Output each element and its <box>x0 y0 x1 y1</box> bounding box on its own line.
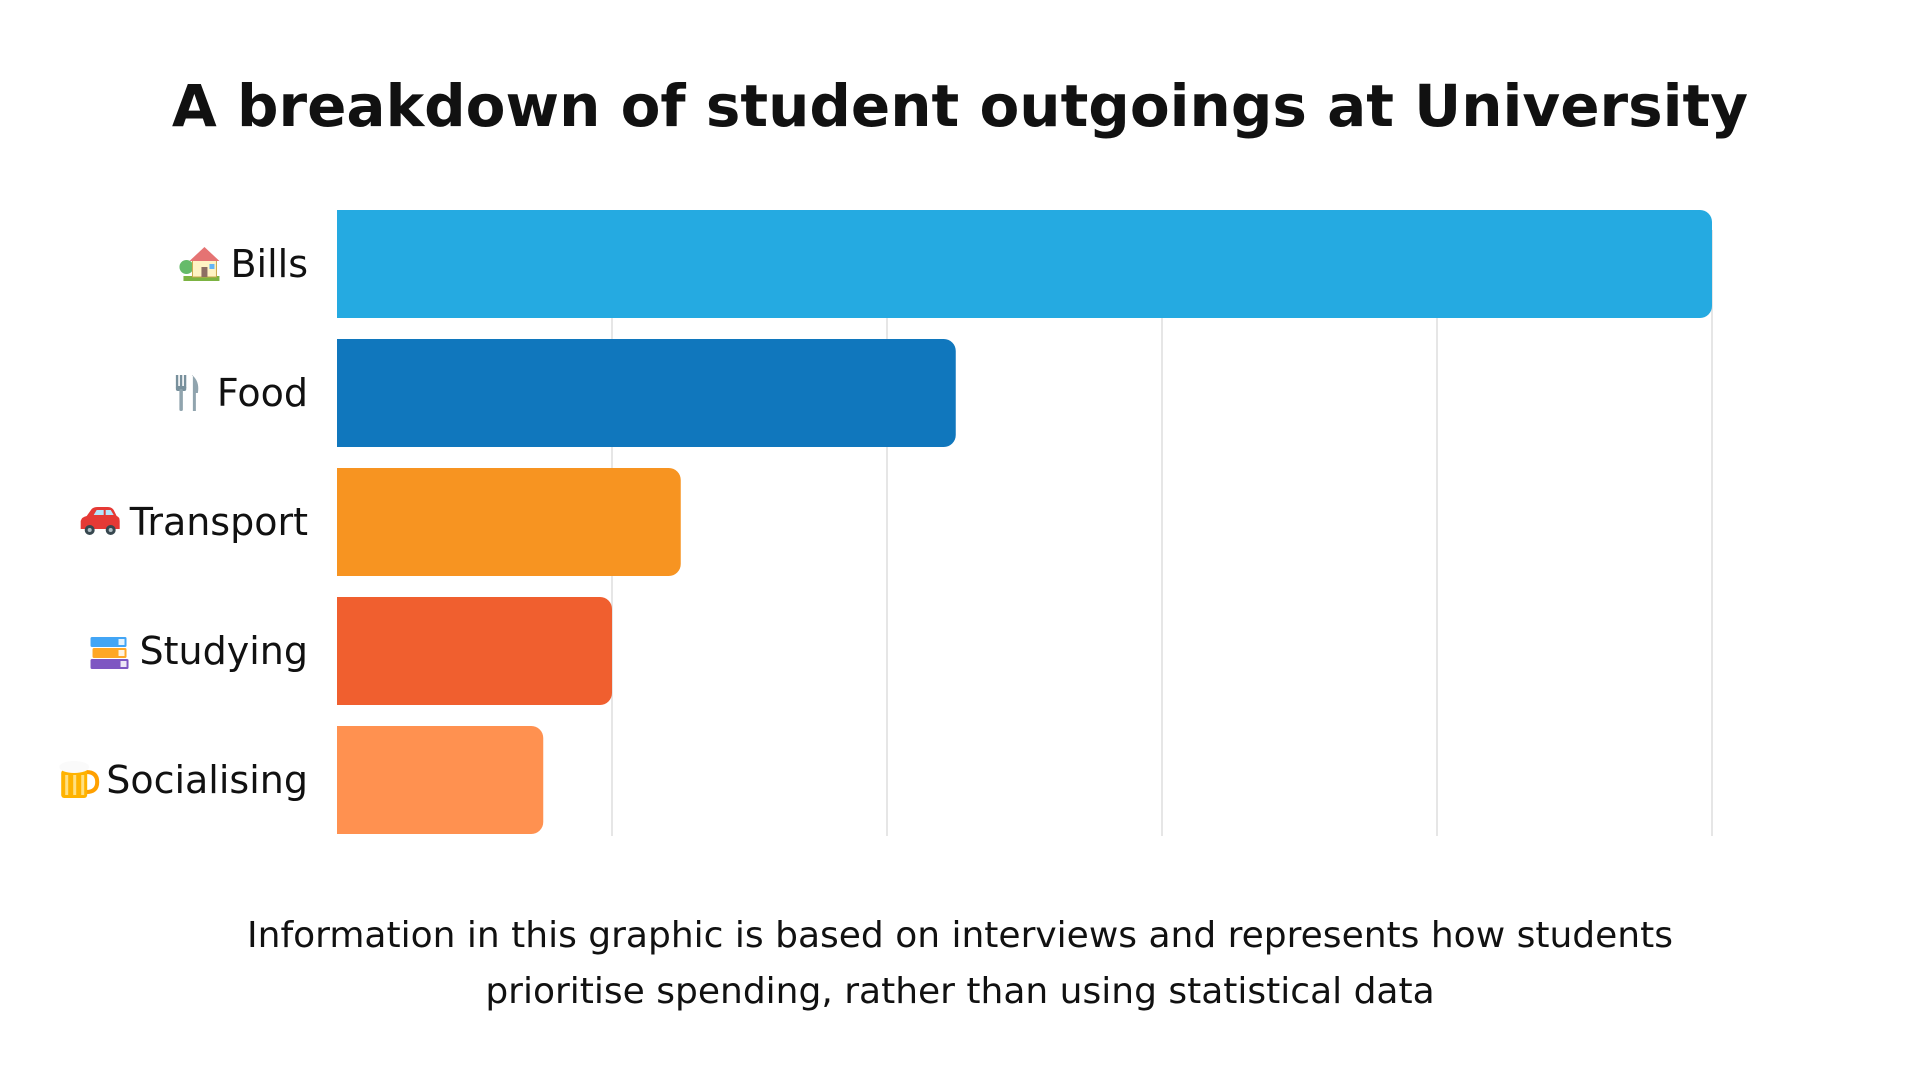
car-icon <box>80 507 120 535</box>
bar-socialising <box>337 726 544 834</box>
category-label-transport: Transport <box>80 500 308 544</box>
category-label-text: Food <box>217 371 308 415</box>
category-labels: Bills Food Transport Studying Socialising <box>59 242 308 802</box>
category-label-socialising: Socialising <box>59 758 308 802</box>
category-label-text: Socialising <box>106 758 308 802</box>
category-label-food: Food <box>175 371 308 415</box>
category-label-text: Transport <box>129 500 308 544</box>
chart-title: A breakdown of student outgoings at Univ… <box>172 72 1748 140</box>
footnote-line-2: prioritise spending, rather than using s… <box>485 971 1435 1012</box>
gridlines <box>611 230 1713 836</box>
bar-transport <box>337 468 681 576</box>
category-label-text: Bills <box>230 242 308 286</box>
fork-and-knife-icon <box>175 375 199 411</box>
category-label-bills: Bills <box>179 242 308 286</box>
house-with-garden-icon <box>179 247 220 281</box>
beer-mug-icon <box>59 761 100 798</box>
category-label-text: Studying <box>140 629 308 673</box>
category-label-studying: Studying <box>90 629 308 673</box>
bars <box>337 210 1712 834</box>
bar-food <box>337 339 956 447</box>
bar-studying <box>337 597 612 705</box>
footnote-line-1: Information in this graphic is based on … <box>247 915 1673 956</box>
footnote: Information in this graphic is based on … <box>60 908 1860 1020</box>
books-icon <box>90 637 129 669</box>
bar-bills <box>337 210 1712 318</box>
